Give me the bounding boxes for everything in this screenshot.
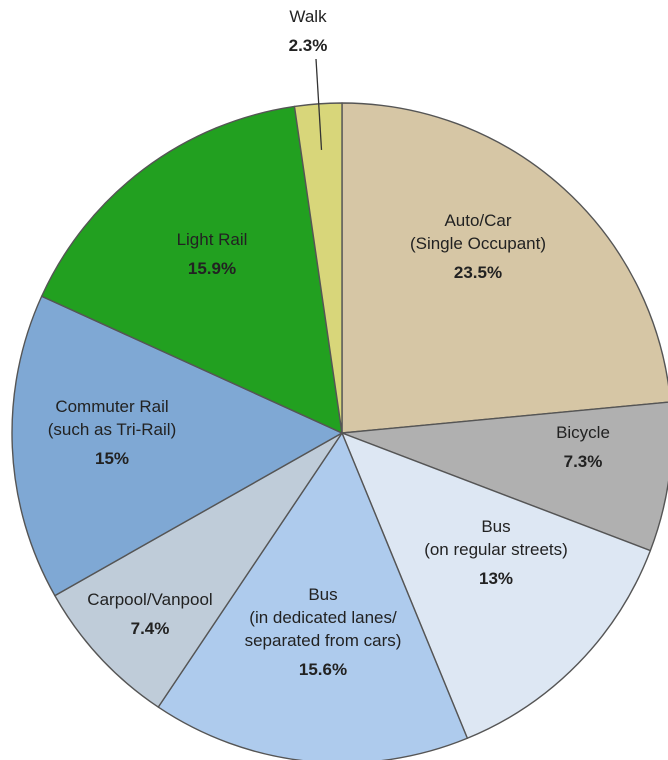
slice-value-0: 23.5% [454,263,502,282]
pie-slice-6 [40,105,343,434]
slice-label-4-line-0: Carpool/Vanpool [87,590,212,609]
slice-label-2-line-1: (on regular streets) [424,540,568,559]
pie-slices [11,102,668,760]
pie-labels: Auto/Car (Single Occupant) 23.5% Bicycle 7.3… [48,7,610,679]
slice-label-5-line-1: (such as Tri-Rail) [48,420,176,439]
slice-label-3-line-2: separated from cars) [245,631,402,650]
slice-label-2-line-0: Bus [481,517,510,536]
slice-label-0-line-1: (Single Occupant) [410,234,546,253]
slice-value-1: 7.3% [564,452,603,471]
slice-label-6-line-0: Light Rail [177,230,248,249]
slice-value-6: 15.9% [188,259,236,278]
slice-label-3-line-1: (in dedicated lanes/ [249,608,397,627]
pie-slice-1 [341,401,668,552]
slice-label-3-line-0: Bus [308,585,337,604]
pie-slice-2 [341,432,652,739]
slice-value-3: 15.6% [299,660,347,679]
slice-label-1-line-0: Bicycle [556,423,610,442]
pie-slice-4 [54,432,343,708]
slice-label-0-line-0: Auto/Car [444,211,511,230]
pie-slice-5 [11,295,343,597]
slice-value-5: 15% [95,449,129,468]
walk-leader-line [315,58,323,150]
slice-label-7-line-0: Walk [289,7,327,26]
pie-slice-0 [341,102,668,434]
slice-label-5-line-0: Commuter Rail [55,397,168,416]
slice-value-2: 13% [479,569,513,588]
slice-value-7: 2.3% [289,36,328,55]
slice-value-4: 7.4% [131,619,170,638]
pie-slice-3 [157,432,469,760]
